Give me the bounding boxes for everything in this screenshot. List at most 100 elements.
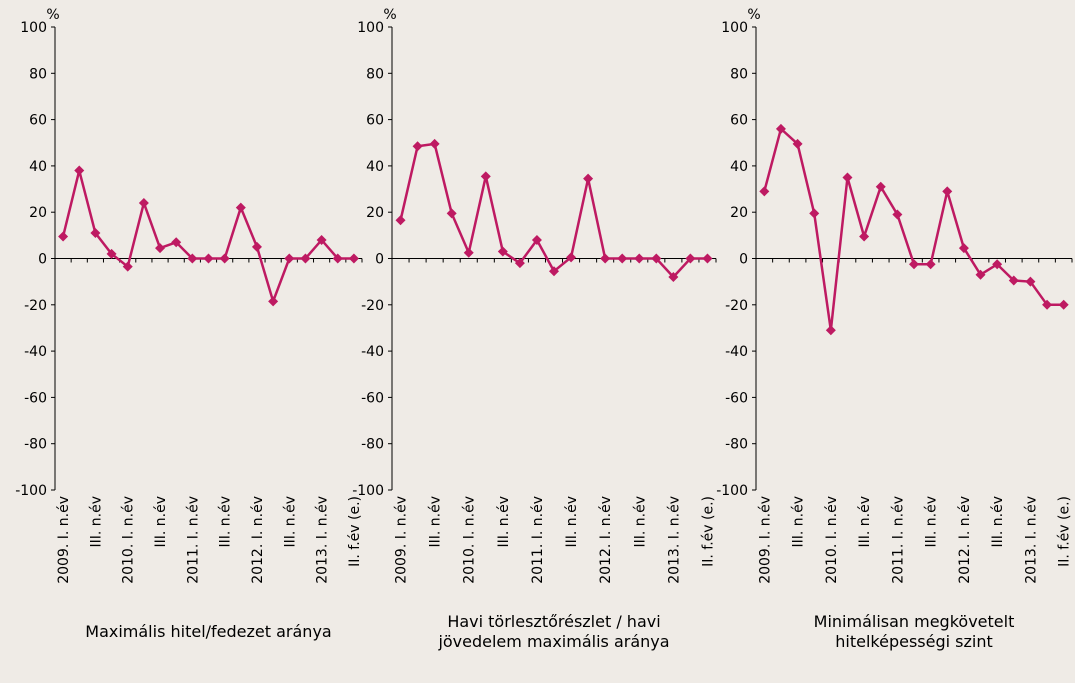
marker — [600, 253, 611, 264]
marker — [235, 202, 246, 213]
marker — [203, 253, 214, 264]
y-tick-label: 100 — [20, 20, 47, 36]
y-unit: % — [46, 7, 59, 23]
marker — [332, 253, 343, 264]
x-tick-label: III. n.év — [857, 496, 873, 548]
x-tick-label: III. n.év — [88, 496, 104, 548]
marker — [1058, 299, 1069, 310]
marker — [497, 246, 508, 257]
y-tick-label: 40 — [730, 159, 748, 175]
y-tick-label: -100 — [716, 483, 748, 499]
marker — [1025, 276, 1036, 287]
x-tick-label: II. f.év (e.) — [700, 496, 716, 567]
x-tick-label: 2010. I. n.év — [121, 496, 137, 584]
x-tick-label: 2012. I. n.év — [598, 496, 614, 584]
y-tick-label: 60 — [730, 113, 748, 129]
marker — [1042, 299, 1053, 310]
y-tick-label: 40 — [366, 159, 384, 175]
marker — [975, 269, 986, 280]
y-tick-label: -80 — [361, 437, 384, 453]
marker — [395, 215, 406, 226]
marker — [892, 209, 903, 220]
marker — [155, 243, 166, 254]
data-line — [61, 170, 354, 306]
y-tick-label: 0 — [739, 252, 748, 268]
marker — [566, 252, 577, 263]
marker — [809, 208, 820, 219]
marker — [942, 186, 953, 197]
marker — [792, 138, 803, 149]
marker — [583, 173, 594, 184]
y-tick-label: 80 — [730, 66, 748, 82]
marker — [909, 259, 919, 270]
y-tick-label: -20 — [24, 298, 47, 314]
data-line — [763, 126, 1064, 331]
x-tick-label: III. n.év — [282, 496, 298, 548]
marker — [412, 141, 423, 152]
marker — [825, 325, 836, 336]
x-tick-label: 2010. I. n.év — [462, 496, 478, 584]
marker — [90, 228, 101, 239]
marker — [463, 247, 474, 258]
x-tick-label: III. n.év — [791, 496, 807, 548]
y-tick-label: 40 — [29, 159, 47, 175]
y-tick-label: 60 — [29, 113, 47, 129]
x-tick-label: III. n.év — [924, 496, 940, 548]
marker — [842, 172, 853, 183]
marker — [300, 253, 311, 264]
y-tick-label: -100 — [15, 483, 47, 499]
y-tick-label: -60 — [24, 390, 47, 406]
x-tick-label: 2012. I. n.év — [957, 496, 973, 584]
marker — [251, 241, 262, 252]
y-unit: % — [383, 7, 396, 23]
x-tick-label: 2009. I. n.év — [394, 496, 410, 584]
x-tick-label: 2013. I. n.év — [666, 496, 682, 584]
marker — [122, 261, 133, 272]
marker — [1008, 275, 1019, 286]
chart-title: Havi törlesztőrészlet / havi jövedelem m… — [438, 612, 670, 651]
marker — [138, 197, 149, 208]
y-tick-label: -40 — [24, 344, 47, 360]
x-tick-label: III. n.év — [153, 496, 169, 548]
marker — [702, 253, 713, 264]
y-tick-label: -60 — [361, 390, 384, 406]
chart-title: Maximális hitel/fedezet aránya — [85, 622, 332, 641]
y-tick-label: -60 — [725, 390, 748, 406]
marker — [992, 259, 1003, 270]
marker — [668, 272, 679, 283]
y-tick-label: 80 — [29, 66, 47, 82]
x-tick-label: III. n.év — [428, 496, 444, 548]
x-tick-label: III. n.év — [218, 496, 234, 548]
x-tick-label: 2009. I. n.év — [757, 496, 773, 584]
marker — [685, 253, 696, 264]
x-tick-label: 2009. I. n.év — [56, 496, 72, 584]
marker — [316, 234, 327, 245]
marker — [446, 208, 457, 219]
y-tick-label: 20 — [730, 205, 748, 221]
marker — [348, 253, 359, 264]
data-line — [399, 142, 708, 279]
x-tick-label: 2010. I. n.év — [824, 496, 840, 584]
marker — [480, 171, 491, 182]
y-tick-label: 0 — [375, 252, 384, 268]
x-tick-label: 2012. I. n.év — [250, 496, 266, 584]
marker — [549, 266, 559, 277]
marker — [219, 253, 230, 264]
y-tick-label: -20 — [725, 298, 748, 314]
marker — [759, 186, 770, 197]
marker — [617, 253, 628, 264]
y-tick-label: -100 — [352, 483, 384, 499]
marker — [958, 243, 969, 254]
y-tick-label: 0 — [38, 252, 47, 268]
marker — [429, 138, 440, 149]
y-tick-label: -40 — [725, 344, 748, 360]
x-tick-label: 2011. I. n.év — [185, 496, 201, 584]
x-tick-label: III. n.év — [564, 496, 580, 548]
y-tick-label: 20 — [29, 205, 47, 221]
marker — [268, 296, 279, 307]
marker — [514, 258, 525, 269]
y-tick-label: 80 — [366, 66, 384, 82]
marker — [171, 237, 182, 248]
